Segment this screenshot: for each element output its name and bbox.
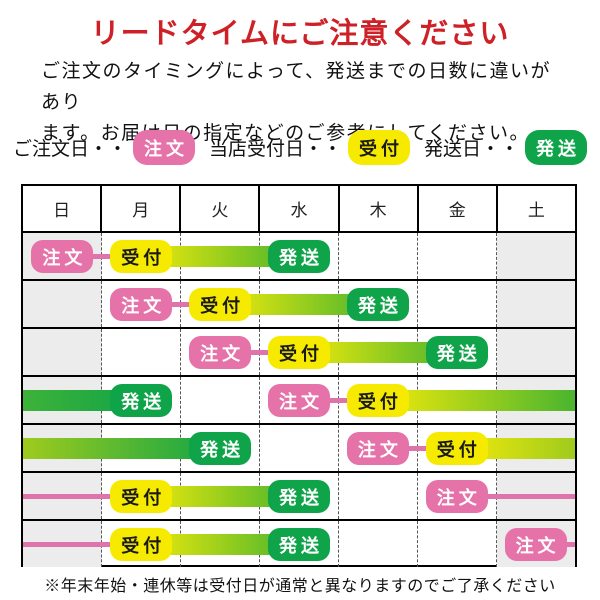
lead-time-row: 注文 受付 発送 [23,329,575,377]
order-badge: 注文 [346,432,409,465]
process-gradient-bar [220,294,378,315]
page-title: リードタイムにご注意ください [90,18,510,50]
day-cell [339,473,418,519]
lead-time-table: 日 月 火 水 木 金 土 注文 受付 発送 注文 受付 発送 注文 受付 発送 発送 注文 受付 発送… [21,184,577,567]
legend-item-receipt: 当店受付日・・ 受付 [209,130,410,165]
day-cell [260,473,339,519]
receipt-badge: 受付 [425,432,488,465]
order-link-line [141,302,221,307]
receipt-badge: 受付 [346,384,409,417]
legend-item-ship: 発送日・・ 発送 [424,130,588,165]
weekday-header-thu: 木 [340,186,419,231]
day-cell [181,425,260,471]
day-cell [181,377,260,423]
weekday-header-sat: 土 [527,201,545,220]
order-badge: 注文 [110,288,173,321]
legend-item-order: ご注文日・・ 注文 [13,130,195,165]
order-badge: 注文 [189,336,252,369]
lead-time-row: 発送 注文 受付 [23,377,575,425]
receipt-badge: 受付 [110,480,173,513]
day-cell [23,329,102,375]
order-link-line [62,254,142,259]
day-cell [497,281,575,327]
ship-badge: 発送 [268,240,330,273]
process-gradient-bar [377,390,575,411]
process-gradient-bar [141,486,299,507]
ship-badge: 発送 [268,480,330,513]
ship-badge: 発送 [525,130,588,165]
ship-badge: 発送 [110,384,173,417]
order-badge: 注文 [31,240,94,273]
process-gradient-bar [141,246,299,267]
row-cells [23,281,575,327]
lead-time-row: 注文 受付 発送 [23,233,575,281]
process-gradient-bar [299,342,457,363]
receipt-badge: 受付 [268,336,330,369]
order-link-line [299,398,378,403]
order-link-line [377,446,457,451]
day-cell [418,329,497,375]
day-cell [260,521,339,567]
lead-time-row: 発送 注文 受付 [23,425,575,473]
order-link-line [220,350,299,355]
footer-note: ※年末年始・連休等は受付日が通常と異なりますのでご了承ください [44,578,556,595]
lead-time-row: 受付 発送 注文 [23,521,575,567]
weekday-header-wed: 水 [260,186,340,231]
receipt-badge: 受付 [348,130,410,165]
lead-time-row: 受付 発送 注文 [23,473,575,521]
day-cell [102,329,181,375]
order-badge: 注文 [132,130,195,165]
order-badge: 注文 [268,384,330,417]
weekday-header-tue: 火 [181,186,261,231]
weekday-header-row: 日 月 火 水 木 金 土 [23,186,575,233]
day-cell [339,233,418,279]
day-cell [418,281,497,327]
receipt-badge: 受付 [110,528,173,561]
day-cell [418,233,497,279]
order-link-line [456,494,575,499]
process-gradient-bar [23,438,221,459]
ship-badge: 発送 [425,336,488,369]
weekday-header-mon: 月 [102,186,182,231]
lead-time-row: 注文 受付 発送 [23,281,575,329]
day-cell [339,281,418,327]
weekday-header-sun: 日 [23,186,103,231]
day-cell [260,233,339,279]
lead-time-rows: 注文 受付 発送 注文 受付 発送 注文 受付 発送 発送 注文 受付 発送 注文 受付 受付 発送 注文 受付 発送… [23,233,575,567]
order-badge: 注文 [425,480,488,513]
legend-label-order: ご注文日・・ [12,139,127,160]
intro-line-1: ご注文のタイミングによって、発送までの日数に違いがあり [41,61,552,113]
day-cell [497,233,575,279]
day-cell [260,425,339,471]
process-gradient-bar [141,534,299,555]
order-link-line [23,542,142,547]
receipt-badge: 受付 [110,240,173,273]
day-cell [339,521,418,567]
legend-label-receipt: 当店受付日・・ [208,139,342,160]
legend: ご注文日・・ 注文 当店受付日・・ 受付 発送日・・ 発送 [0,130,600,165]
day-cell [102,377,181,423]
receipt-badge: 受付 [189,288,252,321]
day-cell [418,521,497,567]
ship-badge: 発送 [189,432,252,465]
ship-badge: 発送 [346,288,409,321]
day-cell [497,329,575,375]
day-cell [23,281,102,327]
weekday-header-fri: 金 [419,186,498,231]
ship-badge: 発送 [268,528,330,561]
legend-label-ship: 発送日・・ [424,139,520,160]
order-link-line [23,494,142,499]
order-badge: 注文 [504,528,567,561]
